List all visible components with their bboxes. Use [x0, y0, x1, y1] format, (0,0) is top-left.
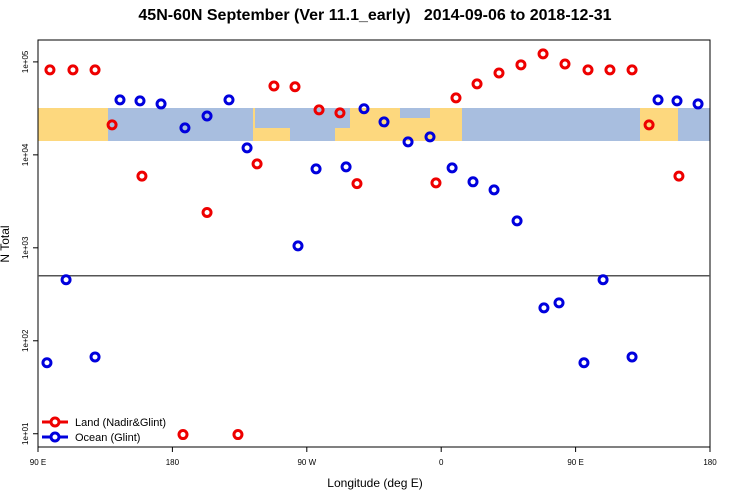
- point: [44, 64, 56, 76]
- point: [537, 48, 549, 60]
- point: [424, 131, 436, 143]
- x-tick-label: 180: [166, 458, 180, 467]
- point: [251, 158, 263, 170]
- chart-title: 45N-60N September (Ver 11.1_early) 2014-…: [138, 7, 611, 24]
- point: [538, 302, 550, 314]
- legend-label: Land (Nadir&Glint): [75, 417, 166, 429]
- point: [559, 58, 571, 70]
- point: [488, 184, 500, 196]
- point: [268, 80, 280, 92]
- y-axis-title: N Total: [0, 225, 12, 262]
- point: [430, 177, 442, 189]
- point: [60, 274, 72, 286]
- point: [89, 351, 101, 363]
- point: [515, 59, 527, 71]
- point: [114, 94, 126, 106]
- point: [471, 78, 483, 90]
- y-tick-label: 1e+02: [21, 329, 30, 352]
- point: [378, 116, 390, 128]
- point: [604, 64, 616, 76]
- point: [578, 357, 590, 369]
- point: [334, 107, 346, 119]
- point: [446, 162, 458, 174]
- point: [597, 274, 609, 286]
- plot-frame: [37, 39, 711, 448]
- point: [201, 110, 213, 122]
- point: [310, 163, 322, 175]
- point: [106, 119, 118, 131]
- point: [450, 92, 462, 104]
- point: [626, 351, 638, 363]
- point: [358, 103, 370, 115]
- x-axis-title: Longitude (deg E): [327, 476, 422, 490]
- point: [41, 357, 53, 369]
- point: [313, 104, 325, 116]
- point: [232, 429, 244, 441]
- point: [241, 142, 253, 154]
- x-tick-label: 90 E: [30, 458, 46, 467]
- point: [177, 429, 189, 441]
- y-tick-label: 1e+03: [21, 236, 30, 259]
- point: [511, 215, 523, 227]
- point: [652, 94, 664, 106]
- point: [134, 95, 146, 107]
- y-tick-label: 1e+05: [21, 50, 30, 73]
- point: [493, 67, 505, 79]
- point: [136, 170, 148, 182]
- point: [553, 297, 565, 309]
- point: [89, 64, 101, 76]
- point: [673, 170, 685, 182]
- legend-label: Ocean (Glint): [75, 432, 140, 444]
- point: [467, 176, 479, 188]
- point: [340, 161, 352, 173]
- point: [402, 136, 414, 148]
- point: [223, 94, 235, 106]
- legend-marker: [49, 416, 61, 428]
- point: [582, 64, 594, 76]
- x-tick-label: 0: [439, 458, 444, 467]
- y-tick-label: 1e+01: [21, 422, 30, 445]
- map-band: [38, 108, 710, 141]
- x-tick-label: 180: [703, 458, 717, 467]
- point: [289, 81, 301, 93]
- y-tick-label: 1e+04: [21, 143, 30, 166]
- point: [155, 98, 167, 110]
- x-tick-label: 90 E: [567, 458, 583, 467]
- point: [201, 206, 213, 218]
- point: [692, 98, 704, 110]
- point: [671, 95, 683, 107]
- point: [67, 64, 79, 76]
- legend-marker: [49, 431, 61, 443]
- point: [626, 64, 638, 76]
- point: [179, 122, 191, 134]
- x-tick-label: 90 W: [297, 458, 316, 467]
- point: [351, 178, 363, 190]
- point: [292, 240, 304, 252]
- point: [643, 119, 655, 131]
